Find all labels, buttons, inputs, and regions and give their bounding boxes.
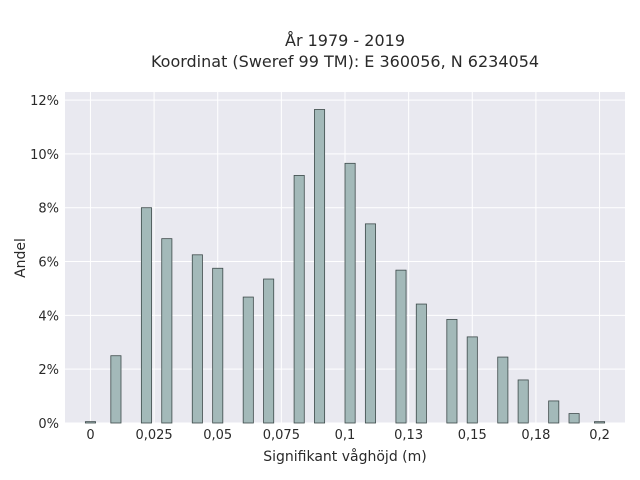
histogram-bar (140, 207, 152, 424)
histogram-bar (263, 278, 275, 424)
histogram-bar (161, 238, 173, 424)
histogram-bar (212, 267, 224, 424)
chart-title-line1: År 1979 - 2019 (285, 31, 405, 50)
histogram-bar (110, 355, 122, 424)
histogram-bar (415, 303, 427, 424)
y-axis-label: Andel (13, 238, 29, 278)
y-tick-label: 10% (30, 148, 59, 163)
x-tick-label: 0,18 (521, 428, 550, 443)
y-tick-label: 8% (38, 202, 59, 217)
histogram-bar (293, 175, 305, 424)
x-tick-label: 0,1 (335, 428, 356, 443)
histogram-bar (446, 318, 458, 424)
histogram-bar (84, 421, 96, 424)
histogram-bar (517, 379, 529, 424)
y-tick-label: 2% (38, 363, 59, 378)
histogram-bar (191, 254, 203, 424)
histogram-bar (395, 269, 407, 424)
y-tick-label: 0% (38, 417, 59, 432)
histogram-bar (364, 223, 376, 424)
histogram-bar (568, 413, 580, 424)
chart-title-line2: Koordinat (Sweref 99 TM): E 360056, N 62… (151, 52, 539, 71)
histogram-bar (594, 421, 606, 424)
histogram-bar (466, 336, 478, 424)
x-tick-label: 0,13 (394, 428, 423, 443)
x-tick-label: 0,15 (458, 428, 487, 443)
histogram-bar (548, 400, 560, 424)
x-tick-label: 0,2 (589, 428, 610, 443)
y-tick-label: 6% (38, 256, 59, 271)
x-tick-label: 0 (86, 428, 94, 443)
histogram-bar (242, 296, 254, 424)
histogram-bar (344, 162, 356, 424)
histogram-bar (314, 109, 326, 424)
bars (84, 109, 606, 424)
y-tick-label: 4% (38, 309, 59, 324)
x-tick-label: 0,075 (263, 428, 300, 443)
histogram-bar (497, 356, 509, 424)
x-tick-label: 0,05 (203, 428, 232, 443)
y-tick-label: 12% (30, 94, 59, 109)
x-tick-label: 0,025 (135, 428, 172, 443)
tick-labels: 0 0,025 0,05 0,075 0,1 0,13 0,15 0,18 0,2 0% 2% 4% 6… (30, 94, 610, 443)
x-axis-label: Signifikant våghöjd (m) (263, 448, 426, 465)
